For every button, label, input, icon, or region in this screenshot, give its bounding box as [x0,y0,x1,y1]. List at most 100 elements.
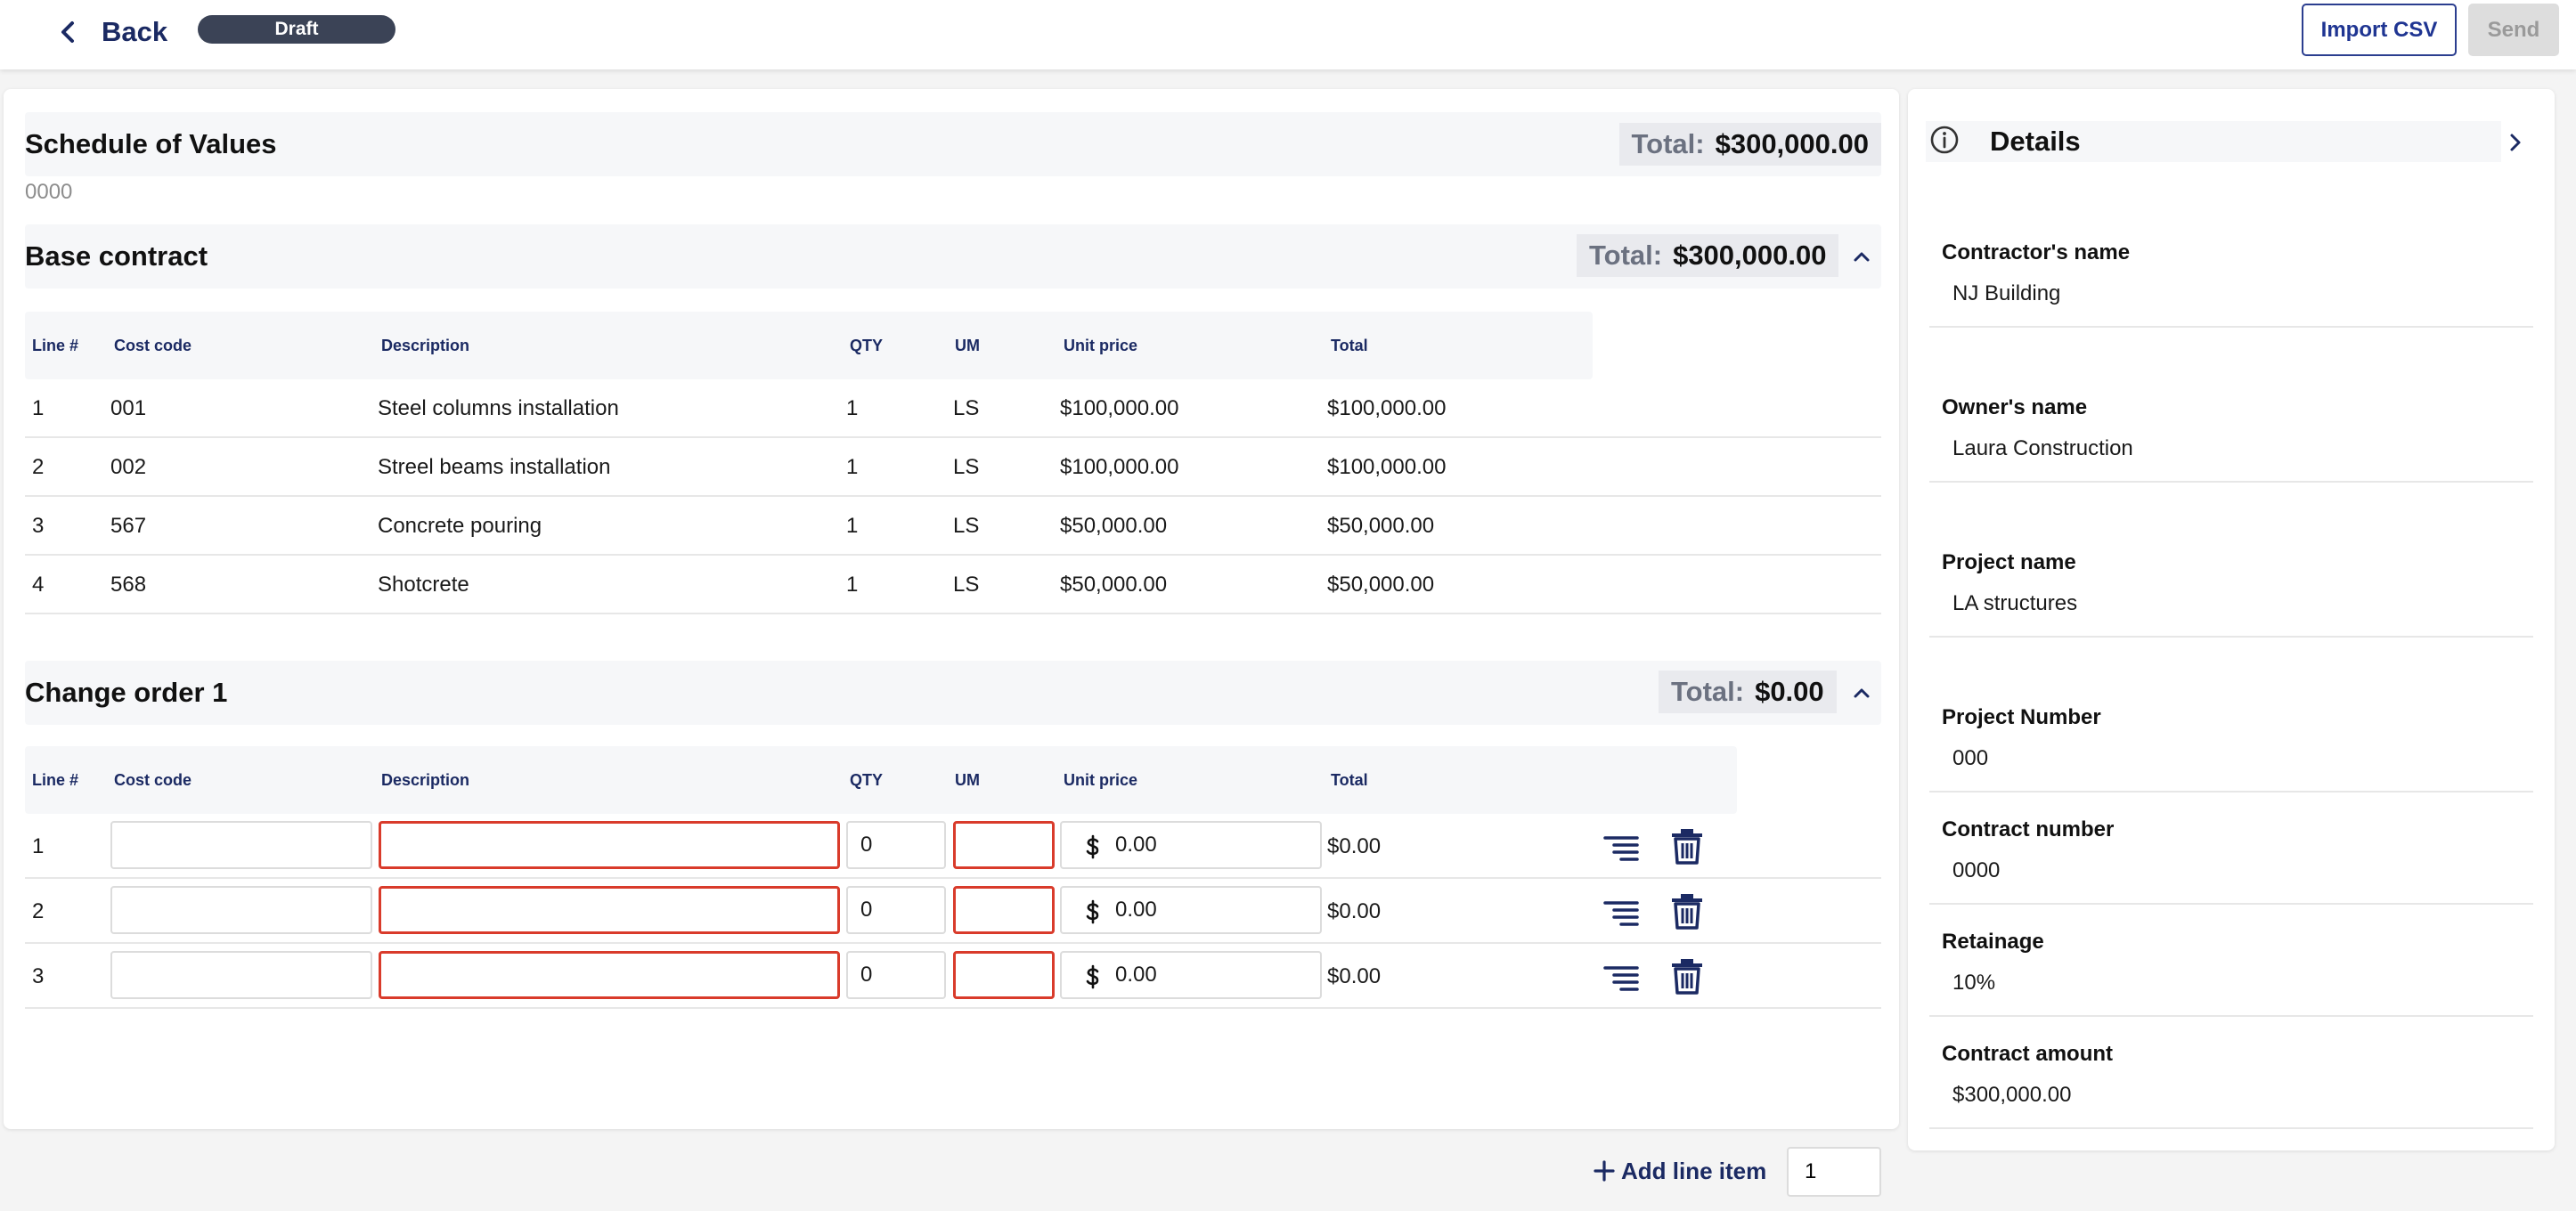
cell-unit-price: $100,000.00 [1060,396,1179,420]
change-order-table-header: Line # Cost code Description QTY UM Unit… [25,746,1737,814]
cell-total: $50,000.00 [1327,514,1435,538]
cell-line: 1 [32,834,45,858]
chevron-up-icon[interactable] [1849,244,1874,269]
description-input[interactable] [379,821,840,869]
sov-total-value: $300,000.00 [1715,128,1869,159]
contract-number-value: 0000 [1952,858,2001,882]
cell-qty: 1 [846,514,859,538]
cell-qty: 1 [846,455,859,479]
divider [1929,791,2533,792]
cost-code-input[interactable] [110,821,372,869]
unit-price-input[interactable] [1115,830,1311,860]
cell-um: LS [953,573,980,597]
chevron-right-icon[interactable] [2505,132,2526,153]
change-order-total: Total: $0.00 [1659,671,1837,713]
cell-total: $0.00 [1327,834,1382,858]
contract-amount-label: Contract amount [1942,1042,2113,1066]
cell-unit-price: $50,000.00 [1060,573,1168,597]
cell-qty: 1 [846,396,859,420]
add-line-item-button[interactable]: Add line item [1593,1149,1766,1193]
description-input[interactable] [379,886,840,934]
description-input[interactable] [379,951,840,999]
send-button[interactable]: Send [2468,4,2559,56]
trash-icon[interactable] [1667,956,1707,996]
unit-price-input[interactable] [1115,960,1311,990]
dollar-icon [1086,834,1099,859]
editable-row: 2 $0.00 [25,879,1881,944]
unit-price-input[interactable] [1115,895,1311,925]
contractor-name-label: Contractor's name [1942,240,2131,264]
divider [1929,1015,2533,1017]
contract-amount-value: $300,000.00 [1952,1083,2072,1107]
editable-row: 1 $0.00 [25,814,1881,879]
details-header: Details [1926,121,2501,162]
retainage-label: Retainage [1942,930,2044,954]
cost-code-input[interactable] [110,886,372,934]
add-line-count-input[interactable] [1787,1147,1881,1197]
col-um: UM [955,337,980,354]
sov-total-label: Total: [1631,128,1705,159]
cell-um: LS [953,396,980,420]
page-title: Schedule of Values [25,128,277,159]
back-label: Back [102,16,168,47]
col-description: Description [381,337,470,354]
chevron-left-icon [61,21,74,43]
um-input[interactable] [953,821,1055,869]
chevron-up-icon[interactable] [1849,680,1874,705]
reorder-lines-icon[interactable] [1602,826,1641,866]
table-row: 2 002 Streel beams installation 1 LS $10… [25,438,1881,497]
back-button[interactable]: Back [55,12,167,52]
col-line: Line # [32,771,79,789]
cell-cost-code: 568 [110,573,147,597]
cell-cost-code: 002 [110,455,147,479]
col-description: Description [381,771,470,789]
divider [1929,481,2533,483]
change-order-total-label: Total: [1671,676,1745,707]
reorder-lines-icon[interactable] [1602,891,1641,931]
top-bar: Back Draft Import CSV Send [0,0,2576,69]
cell-total: $100,000.00 [1327,455,1447,479]
cost-code-input[interactable] [110,951,372,999]
base-contract-table-header: Line # Cost code Description QTY UM Unit… [25,312,1593,379]
cell-cost-code: 001 [110,396,147,420]
reorder-lines-icon[interactable] [1602,956,1641,996]
details-panel: Details Contractor's name NJ Building Ow… [1908,89,2555,1150]
qty-input[interactable] [846,951,946,999]
col-total: Total [1331,337,1368,354]
cell-unit-price: $50,000.00 [1060,514,1168,538]
cell-line: 4 [32,573,45,597]
cell-description: Steel columns installation [378,396,619,420]
import-csv-button[interactable]: Import CSV [2302,4,2457,56]
trash-icon[interactable] [1667,826,1707,866]
col-cost-code: Cost code [114,771,192,789]
col-line: Line # [32,337,79,354]
cell-qty: 1 [846,573,859,597]
sov-number: 0000 [25,180,73,204]
project-number-label: Project Number [1942,705,2101,729]
cell-line: 2 [32,455,45,479]
add-line-item-label: Add line item [1621,1157,1767,1184]
cell-description: Shotcrete [378,573,469,597]
trash-icon[interactable] [1667,891,1707,931]
cell-line: 3 [32,514,45,538]
col-um: UM [955,771,980,789]
qty-input[interactable] [846,886,946,934]
project-number-value: 000 [1952,746,1989,770]
owner-name-value: Laura Construction [1952,436,2133,460]
cell-description: Concrete pouring [378,514,542,538]
um-input[interactable] [953,886,1055,934]
col-unit-price: Unit price [1064,337,1138,354]
qty-input[interactable] [846,821,946,869]
um-input[interactable] [953,951,1055,999]
details-title: Details [1990,126,2081,157]
table-row: 4 568 Shotcrete 1 LS $50,000.00 $50,000.… [25,556,1881,614]
cell-description: Streel beams installation [378,455,611,479]
editable-row: 3 $0.00 [25,944,1881,1009]
col-cost-code: Cost code [114,337,192,354]
base-contract-total-label: Total: [1589,240,1663,271]
base-contract-title: Base contract [25,240,208,272]
table-row: 3 567 Concrete pouring 1 LS $50,000.00 $… [25,497,1881,556]
unit-price-field [1060,951,1322,999]
col-total: Total [1331,771,1368,789]
retainage-value: 10% [1952,971,1996,995]
